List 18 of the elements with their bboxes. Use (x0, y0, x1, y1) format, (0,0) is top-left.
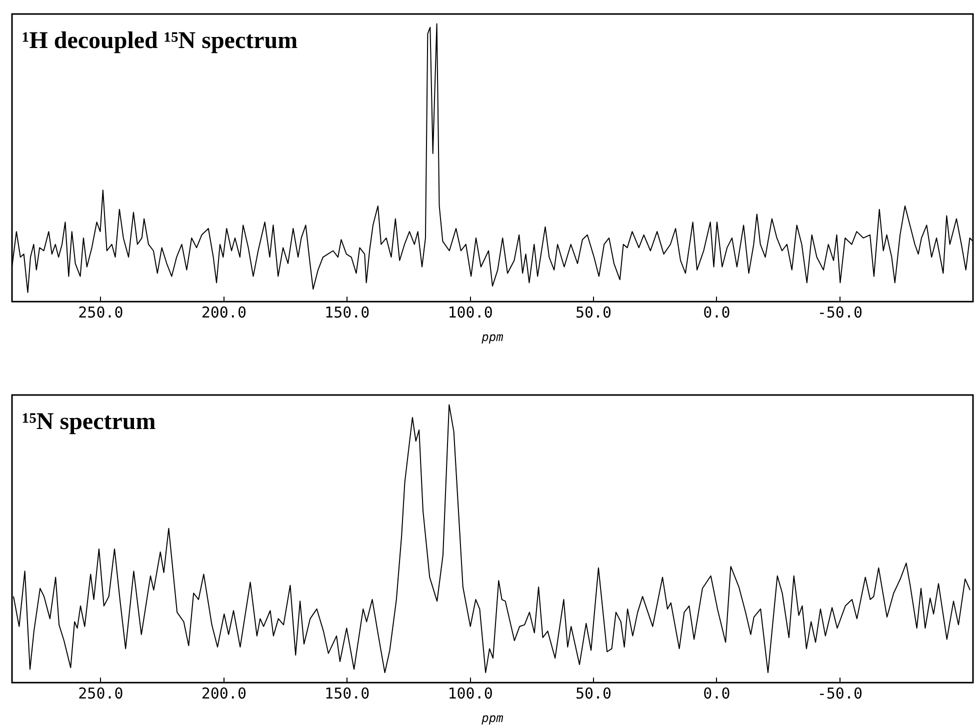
x-tick-label: 150.0 (324, 303, 370, 322)
x-tick-label: -50.0 (817, 684, 863, 702)
x-tick-label: 250.0 (78, 303, 124, 322)
x-tick-label: 250.0 (78, 684, 124, 702)
x-tick-label: -50.0 (817, 303, 863, 322)
x-tick-label: 100.0 (448, 684, 493, 702)
x-tick-label: 50.0 (575, 684, 612, 702)
x-tick-label: 0.0 (703, 684, 730, 702)
x-tick-label: 50.0 (575, 303, 612, 322)
chart-title: ¹H decoupled ¹⁵N spectrum (22, 28, 298, 54)
x-axis-title: ppm (480, 330, 504, 344)
x-axis-title: ppm (480, 710, 504, 725)
x-tick-label: 200.0 (201, 303, 246, 322)
x-tick-label: 200.0 (201, 684, 246, 702)
x-tick-label: 150.0 (324, 684, 370, 702)
x-tick-label: 100.0 (448, 303, 493, 322)
chart-title: ¹⁵N spectrum (22, 409, 156, 435)
x-tick-label: 0.0 (703, 303, 730, 322)
